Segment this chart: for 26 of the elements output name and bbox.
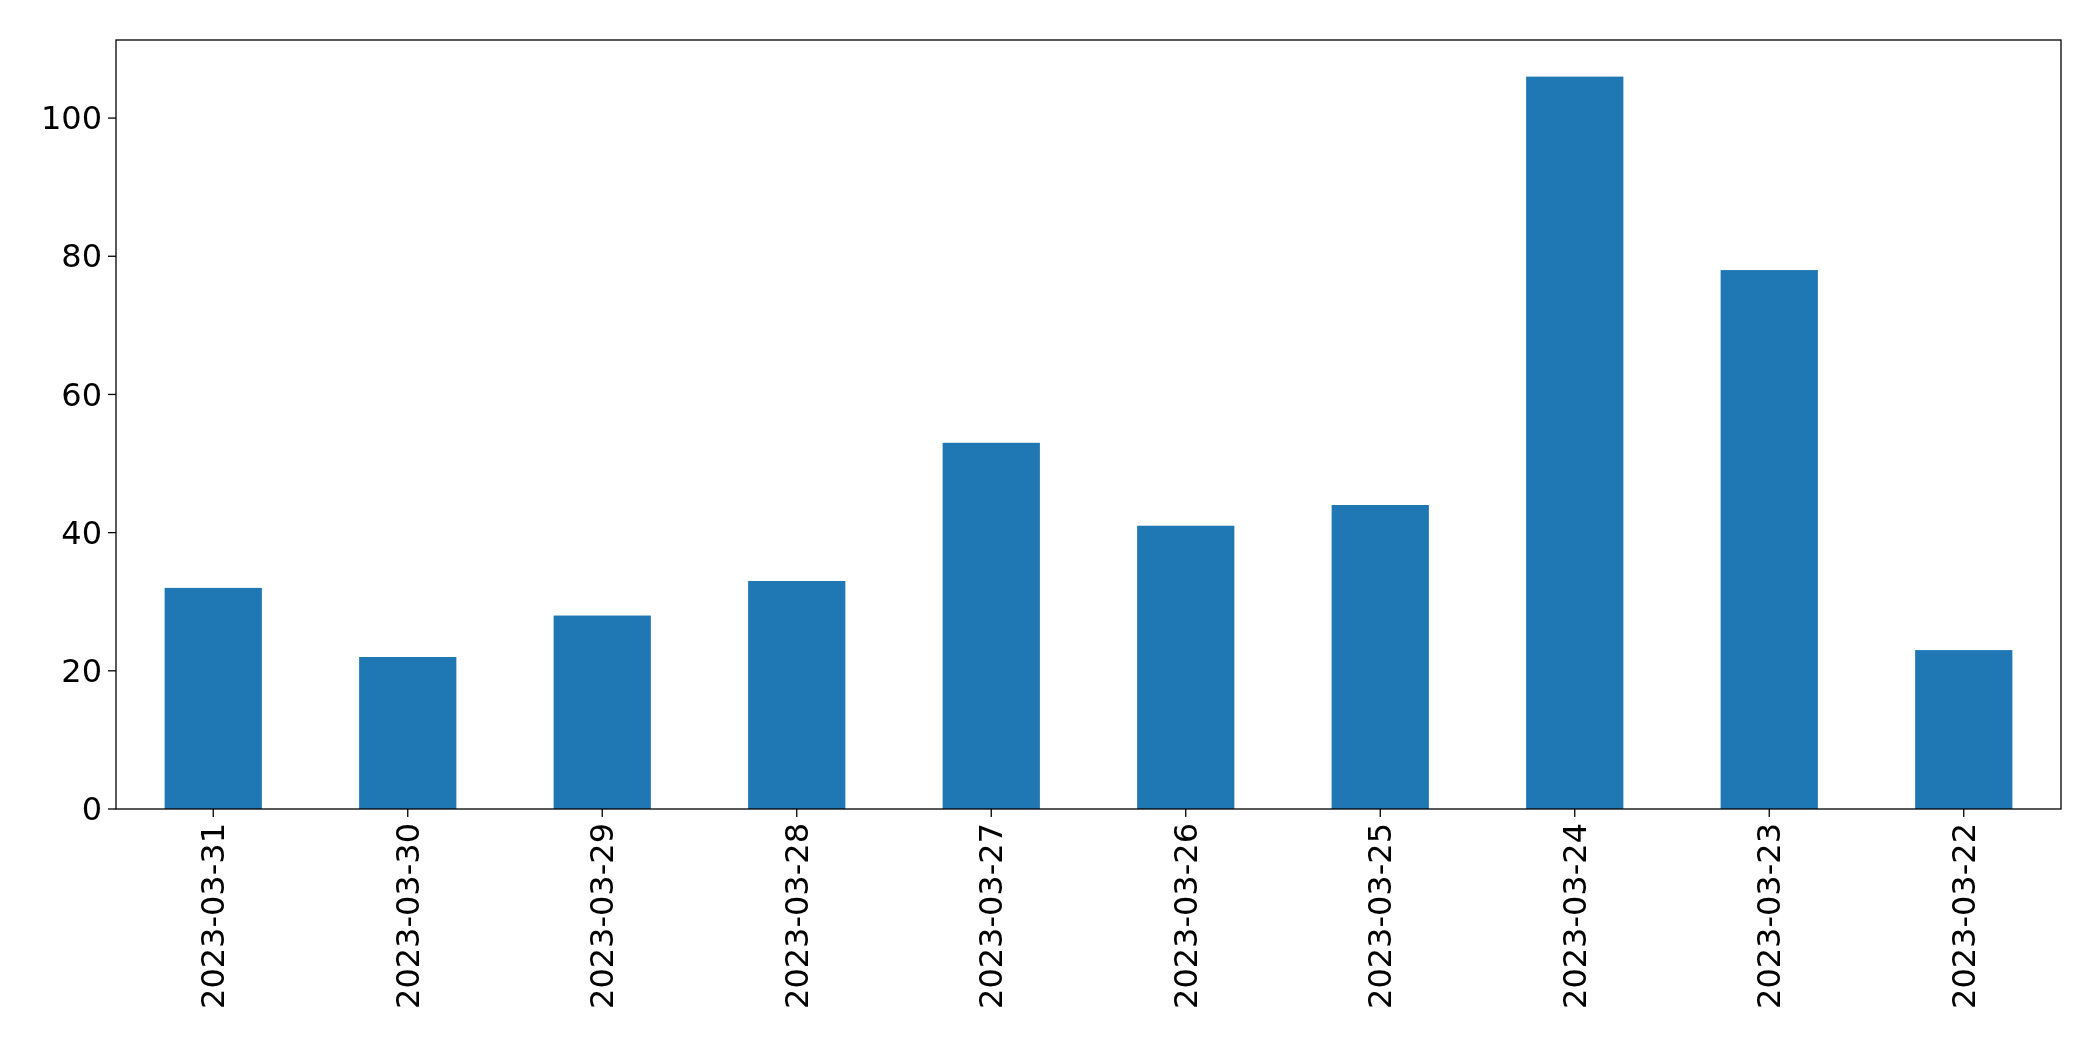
x-tick-label: 2023-03-22 bbox=[1944, 823, 1983, 1009]
bar bbox=[553, 615, 651, 809]
y-tick-label: 80 bbox=[61, 237, 102, 276]
x-tick-label: 2023-03-25 bbox=[1361, 823, 1400, 1009]
bar bbox=[1526, 76, 1624, 809]
bar bbox=[1720, 270, 1818, 809]
bar bbox=[164, 587, 262, 809]
x-tick-label: 2023-03-29 bbox=[583, 823, 622, 1009]
bar bbox=[1331, 504, 1429, 809]
x-tick-label: 2023-03-27 bbox=[972, 823, 1011, 1009]
bar bbox=[942, 442, 1040, 809]
bar bbox=[1915, 650, 2013, 809]
x-tick-label: 2023-03-23 bbox=[1750, 823, 1789, 1009]
y-tick-label: 0 bbox=[81, 790, 102, 829]
bar bbox=[1137, 525, 1235, 809]
y-tick-label: 20 bbox=[61, 652, 102, 691]
y-tick-label: 60 bbox=[61, 375, 102, 414]
x-tick-label: 2023-03-24 bbox=[1555, 823, 1594, 1009]
y-tick-label: 100 bbox=[40, 99, 102, 138]
x-tick-label: 2023-03-31 bbox=[194, 823, 233, 1009]
bar bbox=[748, 581, 846, 809]
x-tick-label: 2023-03-30 bbox=[388, 823, 427, 1009]
x-tick-label: 2023-03-28 bbox=[777, 823, 816, 1009]
y-tick-label: 40 bbox=[61, 513, 102, 552]
bar bbox=[359, 657, 457, 809]
x-tick-label: 2023-03-26 bbox=[1166, 823, 1205, 1009]
